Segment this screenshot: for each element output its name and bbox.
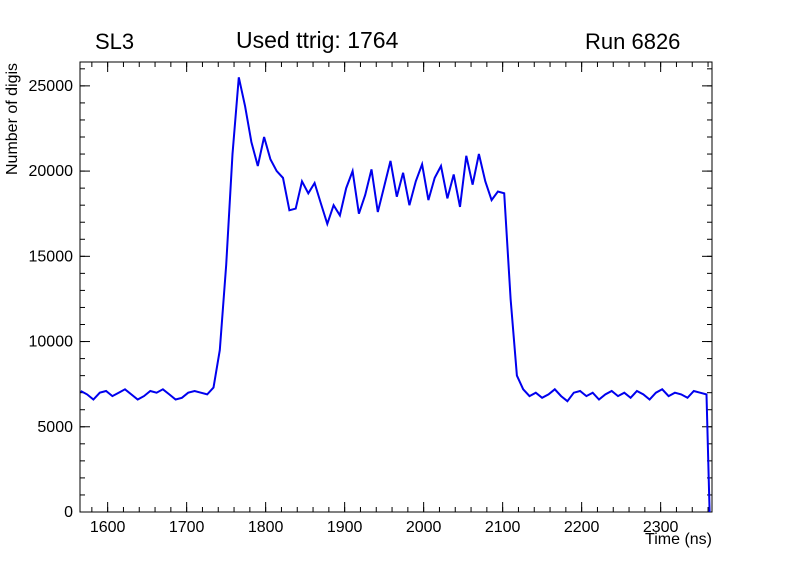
y-tick-label: 5000 — [37, 419, 73, 436]
timebox-data-line — [80, 77, 711, 513]
axis-ticks — [80, 62, 712, 513]
x-tick-label: 2100 — [485, 519, 521, 536]
y-tick-label: 20000 — [29, 163, 74, 180]
y-tick-label: 15000 — [29, 248, 74, 265]
y-axis-label: Number of digis — [4, 62, 21, 175]
x-axis-label: Time (ns) — [645, 531, 712, 548]
x-tick-labels: 1600 1700 1800 1900 2000 2100 2200 2300 — [90, 519, 679, 536]
plot-frame — [79, 61, 713, 513]
x-tick-label: 2000 — [406, 519, 442, 536]
x-tick-label: 2300 — [643, 519, 679, 536]
y-tick-label: 0 — [64, 504, 73, 521]
y-tick-label: 10000 — [29, 334, 74, 351]
x-tick-label: 1600 — [90, 519, 126, 536]
superlayer-title: SL3 — [95, 29, 135, 54]
y-tick-labels: 0 5000 10000 15000 20000 25000 — [29, 78, 74, 521]
x-tick-label: 2200 — [564, 519, 600, 536]
x-tick-label: 1800 — [248, 519, 284, 536]
x-tick-label: 1700 — [169, 519, 205, 536]
x-tick-label: 1900 — [327, 519, 363, 536]
y-tick-label: 25000 — [29, 78, 74, 95]
run-number-title: Run 6826 — [585, 29, 681, 54]
chart-title: Used ttrig: 1764 — [236, 27, 399, 53]
